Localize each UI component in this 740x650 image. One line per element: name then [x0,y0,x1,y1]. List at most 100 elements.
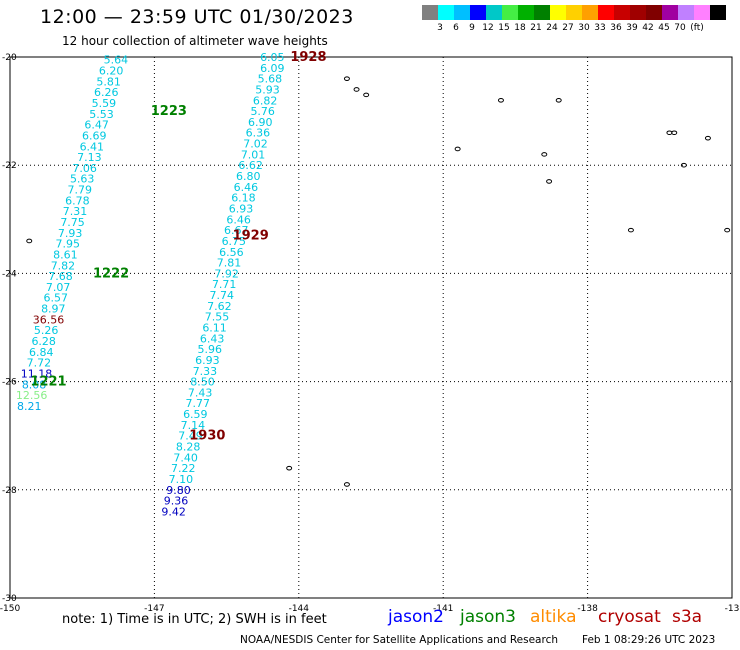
wave-height-label: 7.74 [210,289,235,302]
wave-height-label: 7.62 [207,300,232,313]
wave-height-label: 9.42 [161,505,186,518]
wave-height-label: 11.18 [21,367,53,380]
island-outline [680,162,687,168]
pass-time-label: 1221 [30,375,66,390]
wave-height-label: 6.47 [84,119,109,132]
footnote: note: 1) Time is in UTC; 2) SWH is in fe… [62,612,327,627]
y-tick-label: -28 [2,486,17,496]
wave-height-label: 6.09 [260,62,285,75]
y-tick-label: -26 [2,378,17,388]
y-tick-label: -20 [2,53,17,63]
island-outline [353,87,360,92]
island-outline [497,97,504,103]
wave-height-label: 7.79 [68,184,93,197]
wave-height-label: 7.81 [217,257,242,270]
wave-height-label: 6.28 [31,335,56,348]
wave-height-label: 6.93 [229,202,254,215]
y-tick-label: -30 [2,594,17,604]
wave-height-label: 7.06 [72,162,97,175]
x-tick-label: -13 [725,604,740,614]
wave-height-label: 7.02 [243,138,268,151]
legend-label: 27 [562,23,574,33]
chart-title: 12:00 — 23:59 UTC 01/30/2023 [40,6,354,28]
wave-height-label: 6.41 [80,140,105,153]
pass-time-label: 1928 [290,50,326,65]
wave-height-label: 9.80 [166,484,191,497]
wave-height-label: 6.78 [65,194,90,207]
wave-height-label: 7.75 [60,216,85,229]
island-outline [286,465,293,471]
island-outline [26,238,33,244]
legend-unit: (ft) [690,23,704,33]
island-outline [671,130,678,136]
wave-height-label: 7.07 [46,281,71,294]
wave-height-label: 6.11 [202,322,227,335]
wave-height-label: 8.61 [53,248,78,261]
legend-label: 39 [626,23,638,33]
wave-height-label: 6.36 [246,127,271,140]
legend-label: 30 [578,23,590,33]
wave-height-label: 6.18 [231,192,256,205]
wave-height-label: 7.01 [241,148,266,161]
wave-height-label: 7.95 [56,238,81,251]
satellite-altika-label: altika [530,607,577,627]
wave-height-label: 7.31 [63,205,88,218]
wave-height-label: 36.56 [33,313,65,326]
x-tick-label: -150 [0,604,20,614]
wave-height-label: 6.75 [222,235,247,248]
island-outline [454,146,461,152]
wave-height-label: 7.68 [48,270,73,283]
wave-height-label: 7.92 [214,267,239,280]
legend-label: 18 [514,23,526,33]
wave-height-label: 6.46 [234,181,259,194]
x-tick-label: -147 [144,604,164,614]
legend-label: 6 [453,23,459,33]
x-tick-label: -141 [433,604,453,614]
wave-height-label: 7.55 [205,311,230,324]
legend-label: 36 [610,23,622,33]
wave-height-label: 7.10 [169,473,194,486]
wave-height-label: 6.56 [219,246,244,259]
legend-label: 45 [658,23,670,33]
timestamp-text: Feb 1 08:29:26 UTC 2023 [582,634,716,646]
wave-height-label: 7.43 [188,386,213,399]
wave-height-label: 6.59 [183,408,208,421]
pass-time-label: 1930 [189,429,225,444]
wave-height-label: 6.57 [43,292,68,305]
wave-height-label: 5.96 [198,343,223,356]
island-outline [704,135,711,141]
wave-height-label: 7.72 [27,357,52,370]
legend-label: 21 [530,23,542,33]
island-outline [541,152,548,157]
wave-height-label: 6.67 [224,224,249,237]
wave-height-label: 8.21 [17,400,42,413]
wave-height-label: 6.90 [248,116,273,129]
chart-subtitle: 12 hour collection of altimeter wave hei… [62,34,328,48]
satellite-jason3-label: jason3 [460,607,516,627]
wave-height-label: 7.13 [77,151,102,164]
wave-height-label: 6.05 [260,51,285,64]
wave-height-label: 7.93 [58,227,83,240]
wave-height-label: 6.20 [99,65,124,78]
legend-label: 12 [482,23,494,33]
wave-height-label: 8.97 [41,303,66,316]
island-outline [666,130,673,136]
wave-height-label: 7.14 [181,419,206,432]
legend-label: 9 [469,23,475,33]
legend-label: 33 [594,23,606,33]
x-tick-label: -144 [289,604,310,614]
wave-height-label: 8.08 [22,378,47,391]
legend-label: 70 [674,23,686,33]
island-outline [343,76,350,81]
y-tick-label: -24 [2,269,17,279]
legend-label: 42 [642,23,654,33]
pass-time-label: 1222 [93,266,129,281]
pass-time-label: 1929 [233,229,269,244]
legend-label: 3 [437,23,443,33]
wave-height-label: 5.64 [104,54,129,67]
wave-height-label: 8.28 [176,441,201,454]
wave-height-label: 6.26 [94,86,119,99]
wave-height-label: 5.59 [92,97,117,110]
island-outline [627,227,634,233]
